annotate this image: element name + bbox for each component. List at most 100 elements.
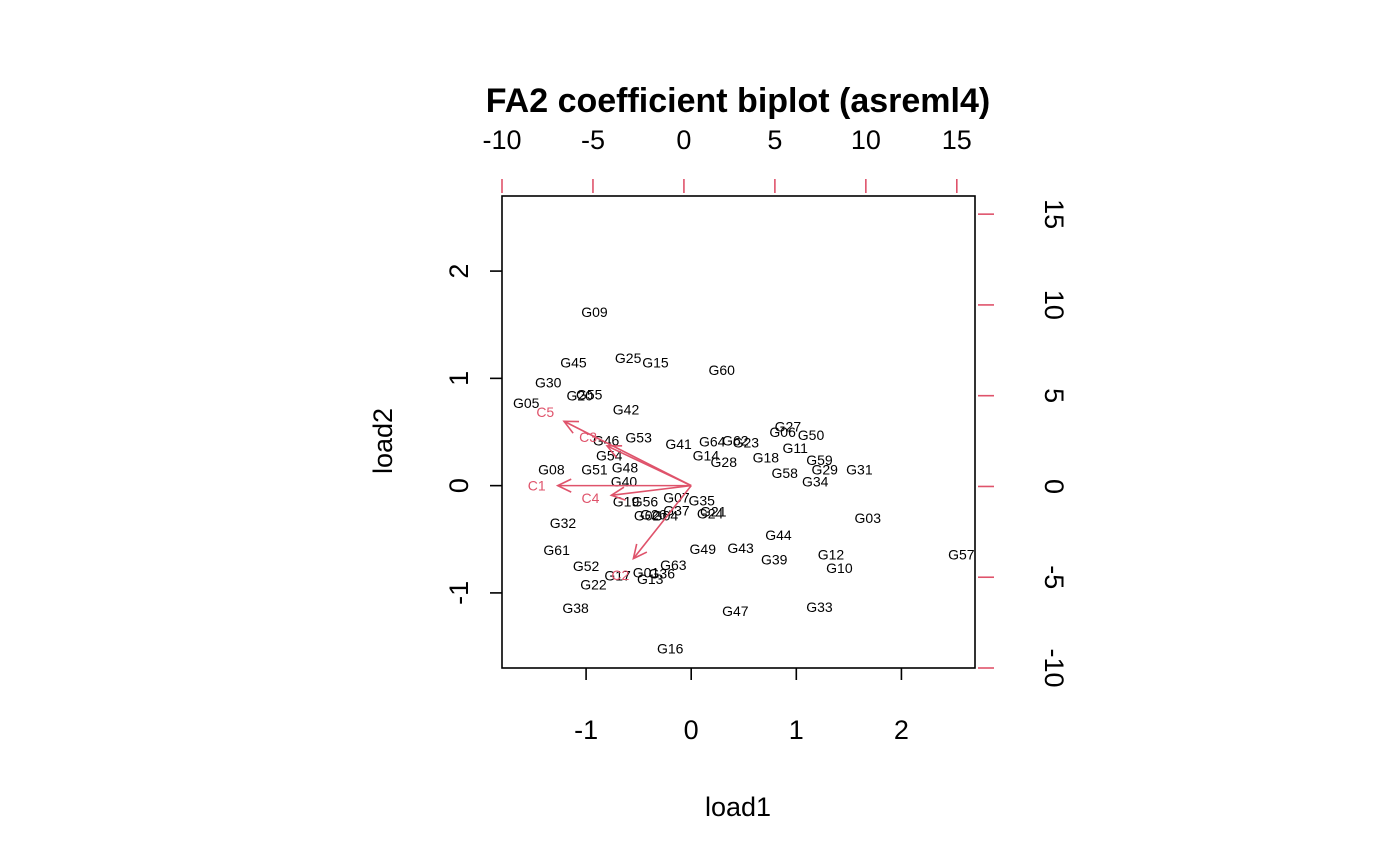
genotype-label-g14: G14 <box>693 448 720 464</box>
genotype-label-g47: G47 <box>722 603 749 619</box>
x-tick-label: 2 <box>894 715 909 745</box>
chart-title: FA2 coefficient biplot (asreml4) <box>486 82 990 120</box>
genotype-label-g60: G60 <box>708 362 735 378</box>
genotype-label-g20: G20 <box>567 388 594 404</box>
genotype-label-g32: G32 <box>550 515 577 531</box>
genotype-label-g42: G42 <box>613 401 640 417</box>
genotype-label-g34: G34 <box>802 473 829 489</box>
genotype-label-g21: G21 <box>700 503 727 519</box>
arrowhead-c5 <box>562 420 580 434</box>
top-axis: -10 -5 0 5 10 15 <box>482 125 972 193</box>
right-tick-label: 15 <box>1039 199 1069 229</box>
genotype-label-g18: G18 <box>753 450 780 466</box>
genotype-label-g23: G23 <box>733 435 760 451</box>
genotype-label-g05: G05 <box>513 395 540 411</box>
genotype-label-g11: G11 <box>783 440 809 456</box>
genotype-label-g06: G06 <box>769 424 796 440</box>
genotype-label-g45: G45 <box>560 354 587 370</box>
arrow-label-c5: C5 <box>536 404 554 420</box>
genotype-label-g25: G25 <box>615 350 642 366</box>
right-tick-label: -10 <box>1039 648 1069 687</box>
arrow-c3 <box>606 445 692 487</box>
genotype-label-g36: G36 <box>649 566 676 582</box>
genotype-label-g03: G03 <box>855 510 882 526</box>
genotype-label-g52: G52 <box>573 558 600 574</box>
right-axis: -10 -5 0 5 10 15 <box>978 199 1069 688</box>
arrowhead-c1 <box>555 478 572 493</box>
top-tick-label: -5 <box>581 125 605 155</box>
genotype-label-g49: G49 <box>690 541 717 557</box>
genotype-label-g57: G57 <box>948 546 975 562</box>
genotype-label-g43: G43 <box>727 540 754 556</box>
genotype-label-g51: G51 <box>581 462 608 478</box>
top-tick-label: 15 <box>942 125 972 155</box>
genotype-label-g39: G39 <box>761 552 788 568</box>
right-tick-label: 0 <box>1039 479 1069 494</box>
genotype-label-g64: G64 <box>699 434 726 450</box>
genotype-label-g31: G31 <box>846 462 873 478</box>
genotype-label-g38: G38 <box>562 600 589 616</box>
x-tick-label: 0 <box>684 715 699 745</box>
x-axis-label: load1 <box>705 792 771 822</box>
genotype-label-g40: G40 <box>611 473 638 489</box>
coefficient-arrows: C1 C5 C3 C4 C2 <box>528 404 692 583</box>
plot-frame <box>501 195 976 669</box>
y-axis-label: load2 <box>368 408 398 474</box>
genotype-label-g26: G26 <box>640 507 667 523</box>
genotype-label-g04: G04 <box>652 508 679 524</box>
top-tick-label: 0 <box>676 125 691 155</box>
genotype-label-g62: G62 <box>722 433 749 449</box>
arrowhead-c2 <box>632 543 648 561</box>
genotype-label-g24: G24 <box>697 506 724 522</box>
arrow-label-c3: C3 <box>579 429 597 445</box>
genotype-label-g56: G56 <box>632 494 659 510</box>
genotype-label-g13: G13 <box>637 571 664 587</box>
genotype-label-g27: G27 <box>775 419 802 435</box>
genotype-label-g61: G61 <box>543 542 570 558</box>
genotype-label-g44: G44 <box>765 527 792 543</box>
genotype-label-g37: G37 <box>663 502 690 518</box>
genotype-label-g33: G33 <box>806 599 833 615</box>
top-tick-label: -10 <box>482 125 521 155</box>
right-tick-label: 10 <box>1039 290 1069 320</box>
left-axis: -1 0 1 2 <box>444 264 502 605</box>
genotype-label-g41: G41 <box>665 436 692 452</box>
arrow-label-c1: C1 <box>528 478 546 494</box>
y-tick-label: 0 <box>444 478 474 493</box>
x-tick-label: -1 <box>574 715 598 745</box>
bottom-axis: -1 0 1 2 <box>574 668 909 745</box>
genotype-label-g08: G08 <box>538 462 565 478</box>
genotype-label-g10: G10 <box>826 560 853 576</box>
genotype-label-g30: G30 <box>535 375 562 391</box>
genotype-label-g48: G48 <box>612 459 639 475</box>
arrow-label-c2: C2 <box>611 567 629 583</box>
genotype-label-g29: G29 <box>811 462 838 478</box>
genotype-label-g35: G35 <box>688 493 715 509</box>
genotype-label-g50: G50 <box>798 427 825 443</box>
genotype-label-g15: G15 <box>642 354 669 370</box>
right-tick-label: -5 <box>1039 565 1069 589</box>
genotype-label-g22: G22 <box>580 576 607 592</box>
y-tick-label: 2 <box>444 264 474 279</box>
arrowhead-c4 <box>609 486 626 501</box>
genotype-label-g07: G07 <box>663 489 690 505</box>
genotype-label-g02: G02 <box>634 508 661 524</box>
y-tick-label: 1 <box>444 371 474 386</box>
genotype-label-g53: G53 <box>625 429 652 445</box>
genotype-label-g12: G12 <box>818 546 845 562</box>
genotype-label-g46: G46 <box>593 433 620 449</box>
genotype-label-g58: G58 <box>772 465 799 481</box>
genotype-label-g59: G59 <box>806 452 833 468</box>
right-tick-label: 5 <box>1039 388 1069 403</box>
genotype-label-g28: G28 <box>711 454 738 470</box>
arrow-c4 <box>611 484 692 497</box>
arrowhead-c3 <box>605 445 623 459</box>
genotype-label-g09: G09 <box>581 304 608 320</box>
top-tick-label: 10 <box>851 125 881 155</box>
genotype-label-g01: G01 <box>633 565 660 581</box>
genotype-label-g63: G63 <box>660 557 687 573</box>
genotype-label-g16: G16 <box>657 641 684 657</box>
genotype-label-g54: G54 <box>596 448 623 464</box>
